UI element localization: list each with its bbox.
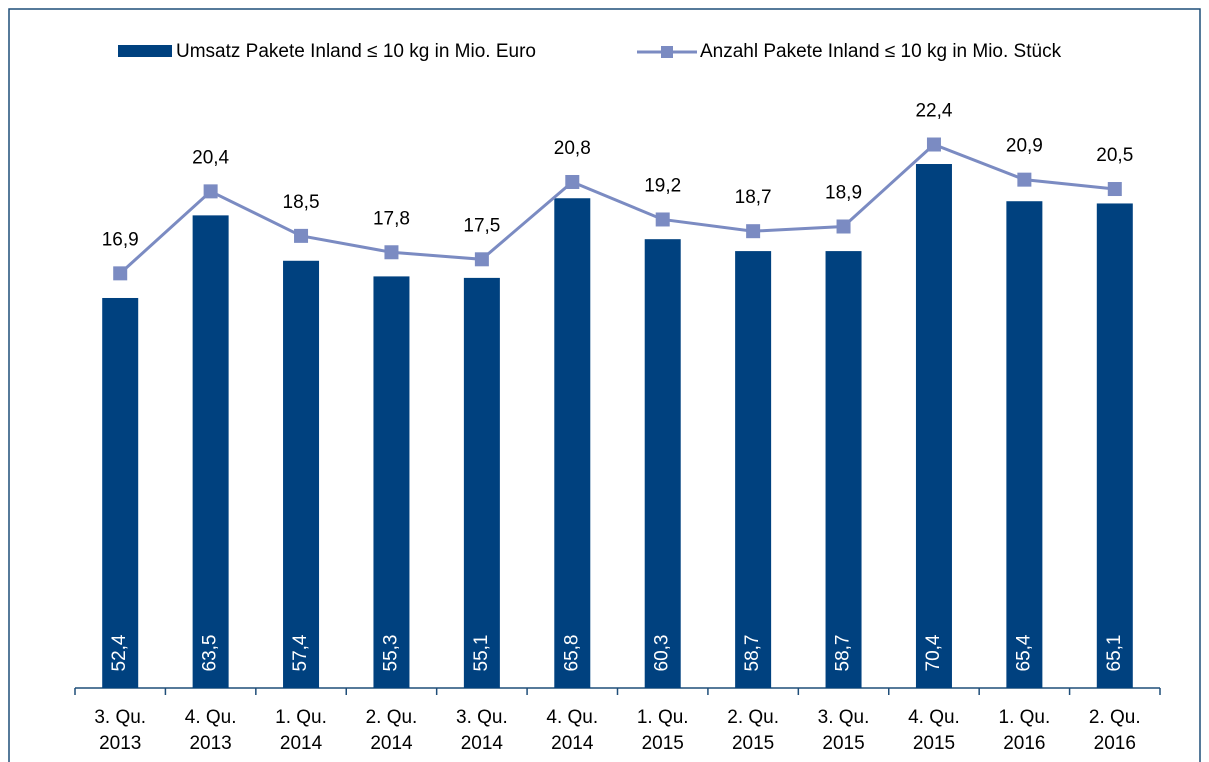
data-label: 16,9 xyxy=(102,229,139,250)
data-label: 52,4 xyxy=(109,634,130,671)
data-label: 19,2 xyxy=(644,175,681,196)
data-label: 65,4 xyxy=(1013,634,1034,671)
x-tick-label: 2015 xyxy=(642,733,684,754)
x-tick-label: 1. Qu. xyxy=(637,707,689,728)
data-label: 18,7 xyxy=(735,187,772,208)
bar xyxy=(644,239,681,688)
line-marker xyxy=(926,137,941,152)
data-label: 55,1 xyxy=(471,635,492,672)
bar xyxy=(1006,201,1043,688)
x-tick-label: 2. Qu. xyxy=(1089,707,1141,728)
line-marker xyxy=(655,212,670,227)
x-tick-label: 1. Qu. xyxy=(275,707,327,728)
x-tick-label: 2014 xyxy=(280,733,323,754)
data-label: 57,4 xyxy=(290,634,311,671)
data-label: 70,4 xyxy=(923,634,944,671)
data-label: 18,9 xyxy=(825,183,862,204)
bar xyxy=(1096,203,1133,688)
data-label: 58,7 xyxy=(833,635,854,672)
line-marker xyxy=(384,245,399,260)
x-tick-label: 3. Qu. xyxy=(818,707,870,728)
data-label: 65,8 xyxy=(561,635,582,672)
x-tick-label: 3. Qu. xyxy=(94,707,146,728)
x-tick-label: 2016 xyxy=(1094,733,1136,754)
data-label: 20,4 xyxy=(192,147,229,168)
bar xyxy=(554,198,591,688)
data-label: 20,8 xyxy=(554,138,591,159)
line-marker xyxy=(746,224,761,239)
x-tick-label: 2013 xyxy=(99,733,141,754)
x-tick-label: 2014 xyxy=(461,733,504,754)
data-label: 55,3 xyxy=(380,635,401,672)
legend-label: Umsatz Pakete Inland ≤ 10 kg in Mio. Eur… xyxy=(176,41,536,62)
legend-marker xyxy=(661,46,673,58)
legend-label: Anzahl Pakete Inland ≤ 10 kg in Mio. Stü… xyxy=(700,41,1062,62)
line-marker xyxy=(474,252,489,267)
x-tick-label: 2015 xyxy=(732,733,774,754)
x-tick-label: 4. Qu. xyxy=(546,707,598,728)
line-marker xyxy=(1017,172,1032,187)
x-tick-label: 2014 xyxy=(370,733,413,754)
x-tick-label: 3. Qu. xyxy=(456,707,508,728)
line xyxy=(119,142,1115,275)
legend-swatch xyxy=(118,45,172,57)
data-label: 60,3 xyxy=(652,635,673,672)
x-tick-label: 2015 xyxy=(822,733,864,754)
data-label: 17,8 xyxy=(373,208,410,229)
line-marker xyxy=(1107,182,1122,197)
x-tick-label: 1. Qu. xyxy=(999,707,1051,728)
bar xyxy=(283,260,320,688)
line-marker xyxy=(113,266,128,281)
data-label: 22,4 xyxy=(915,101,952,122)
x-tick-label: 2014 xyxy=(551,733,594,754)
x-tick-label: 4. Qu. xyxy=(185,707,237,728)
line-marker xyxy=(836,219,851,234)
bar xyxy=(735,251,772,688)
data-label: 20,5 xyxy=(1096,145,1133,166)
bar xyxy=(192,215,229,688)
data-label: 63,5 xyxy=(200,635,221,672)
data-label: 65,1 xyxy=(1104,635,1125,672)
bar xyxy=(373,276,410,688)
x-tick-label: 2013 xyxy=(189,733,231,754)
frame xyxy=(8,8,1201,762)
x-tick-label: 2016 xyxy=(1003,733,1045,754)
data-label: 17,5 xyxy=(463,215,500,236)
data-label: 58,7 xyxy=(742,635,763,672)
bar xyxy=(825,251,862,688)
bar xyxy=(102,297,139,688)
x-tick-label: 2015 xyxy=(913,733,955,754)
line-marker xyxy=(203,184,218,199)
data-label: 18,5 xyxy=(283,192,320,213)
line-marker xyxy=(565,174,580,189)
x-tick-label: 2. Qu. xyxy=(366,707,418,728)
bar xyxy=(915,164,952,688)
bar xyxy=(463,277,500,688)
x-tick-label: 2. Qu. xyxy=(727,707,779,728)
x-tick-label: 4. Qu. xyxy=(908,707,960,728)
data-label: 20,9 xyxy=(1006,136,1043,157)
line-marker xyxy=(294,228,309,243)
